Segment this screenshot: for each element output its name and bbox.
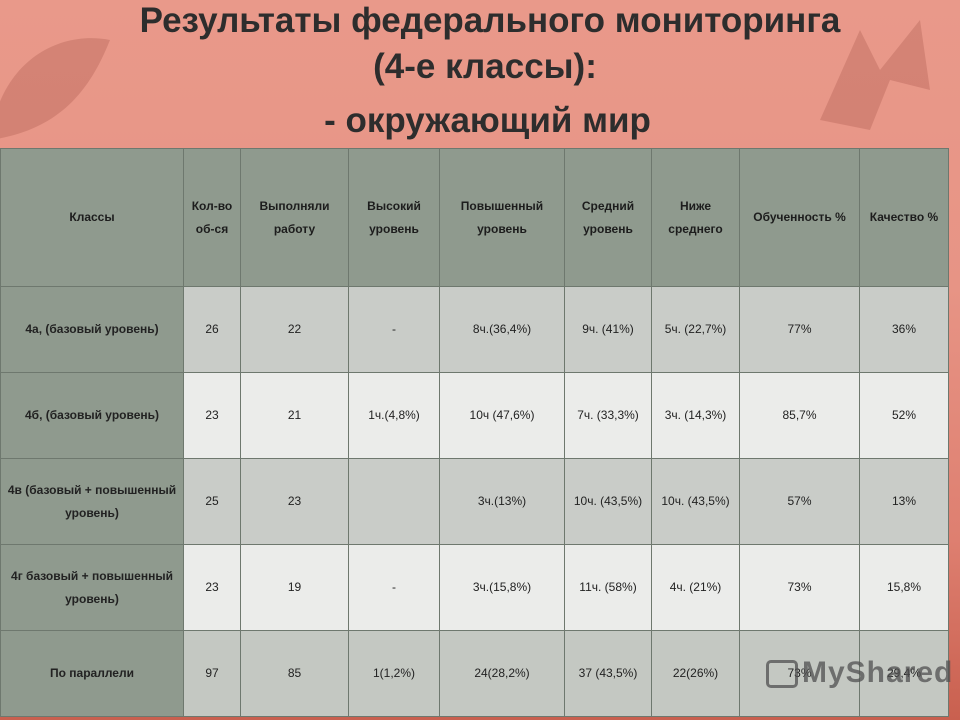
table-cell: 29,4%: [859, 630, 949, 717]
table-cell: 13%: [859, 458, 949, 545]
table-cell: 10ч (47,6%): [439, 372, 565, 459]
table-cell: 37 (43,5%): [564, 630, 652, 717]
table-cell: 11ч. (58%): [564, 544, 652, 631]
class-cell: 4г базовый + повышенный уровень): [0, 544, 184, 631]
header-cell: Обученность %: [739, 148, 860, 287]
table-cell: 77%: [739, 286, 860, 373]
table-cell: 24(28,2%): [439, 630, 565, 717]
table-cell: 22: [240, 286, 349, 373]
table-cell: 57%: [739, 458, 860, 545]
table-cell: 15,8%: [859, 544, 949, 631]
table-cell: 85: [240, 630, 349, 717]
table-cell: 3ч.(13%): [439, 458, 565, 545]
table-cell: 1(1,2%): [348, 630, 440, 717]
myshared-logo-icon: [766, 660, 798, 689]
table-cell: 19: [240, 544, 349, 631]
table-cell: 21: [240, 372, 349, 459]
results-table: Классы Кол-во об-ся Выполняли работу Выс…: [0, 148, 949, 717]
leaf-decoration-right: [820, 20, 930, 130]
table-cell: 25: [183, 458, 241, 545]
table-cell: 10ч. (43,5%): [564, 458, 652, 545]
table-row: 4г базовый + повышенный уровень) 23 19 -…: [0, 544, 949, 631]
table-cell: -: [348, 544, 440, 631]
header-cell: Ниже среднего: [651, 148, 740, 287]
table-cell: 10ч. (43,5%): [651, 458, 740, 545]
table-cell: 52%: [859, 372, 949, 459]
table-cell: 73%: [739, 630, 860, 717]
watermark: MyShared: [766, 656, 953, 690]
table-row: 4в (базовый + повышенный уровень) 25 23 …: [0, 458, 949, 545]
table-cell: 7ч. (33,3%): [564, 372, 652, 459]
title-line-1: Результаты федерального мониторинга: [139, 1, 841, 40]
table-cell: 9ч. (41%): [564, 286, 652, 373]
header-cell: Повышенный уровень: [439, 148, 565, 287]
class-cell: 4б, (базовый уровень): [0, 372, 184, 459]
table-cell: 3ч. (14,3%): [651, 372, 740, 459]
table-cell: 73%: [739, 544, 860, 631]
table-row: 4а, (базовый уровень) 26 22 - 8ч.(36,4%)…: [0, 286, 949, 373]
title-line-3: - окружающий мир: [324, 101, 651, 140]
header-cell: Средний уровень: [564, 148, 652, 287]
table-row: 4б, (базовый уровень) 23 21 1ч.(4,8%) 10…: [0, 372, 949, 459]
class-cell: 4а, (базовый уровень): [0, 286, 184, 373]
header-cell: Выполняли работу: [240, 148, 349, 287]
table-cell: [348, 458, 440, 545]
watermark-text: MyShared: [802, 656, 954, 689]
table-cell: 36%: [859, 286, 949, 373]
table-cell: 22(26%): [651, 630, 740, 717]
header-cell: Классы: [0, 148, 184, 287]
header-cell: Кол-во об-ся: [183, 148, 241, 287]
leaf-decoration-left: [0, 38, 110, 139]
table-header-row: Классы Кол-во об-ся Выполняли работу Выс…: [0, 148, 949, 287]
table-cell: 8ч.(36,4%): [439, 286, 565, 373]
table-cell: 26: [183, 286, 241, 373]
table-cell: 23: [183, 372, 241, 459]
header-cell: Высокий уровень: [348, 148, 440, 287]
table-cell: 97: [183, 630, 241, 717]
class-cell: 4в (базовый + повышенный уровень): [0, 458, 184, 545]
table-cell: -: [348, 286, 440, 373]
table-row-total: По параллели 97 85 1(1,2%) 24(28,2%) 37 …: [0, 630, 949, 717]
slide-title: Результаты федерального мониторинга (4-е…: [0, 0, 960, 150]
table-cell: 3ч.(15,8%): [439, 544, 565, 631]
table-cell: 4ч. (21%): [651, 544, 740, 631]
table-cell: 23: [183, 544, 241, 631]
table-cell: 23: [240, 458, 349, 545]
header-cell: Качество %: [859, 148, 949, 287]
table-cell: 85,7%: [739, 372, 860, 459]
table-cell: 1ч.(4,8%): [348, 372, 440, 459]
title-line-2: (4-е классы):: [373, 47, 597, 86]
class-cell: По параллели: [0, 630, 184, 717]
table-cell: 5ч. (22,7%): [651, 286, 740, 373]
